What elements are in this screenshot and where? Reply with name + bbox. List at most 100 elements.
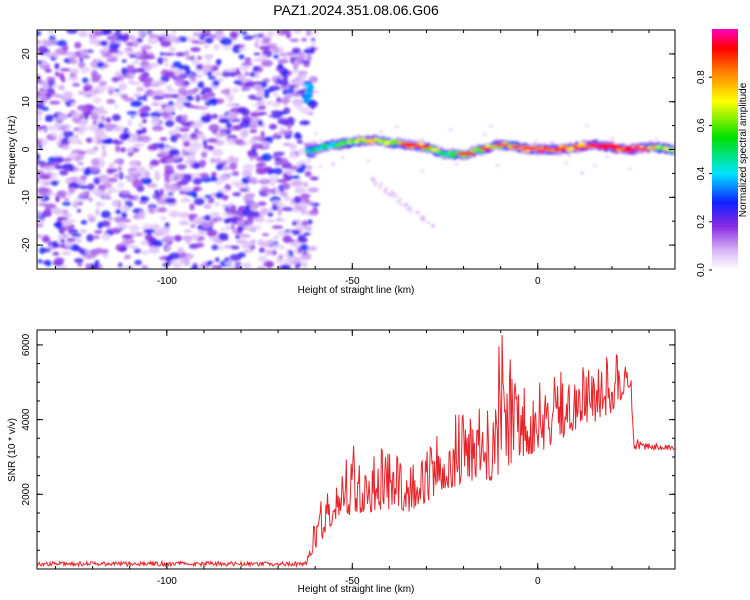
heatmap-cell [243, 35, 254, 41]
heatmap-cell [392, 192, 396, 196]
heatmap-cell [93, 234, 100, 240]
heatmap-cell [273, 235, 280, 240]
heatmap-cell [176, 95, 188, 103]
heatmap-cell [97, 221, 104, 229]
heatmap-cell [223, 218, 236, 223]
heatmap-cell [111, 114, 121, 122]
heatmap-cell [247, 149, 252, 157]
heatmap-cell [295, 103, 303, 111]
heatmap-cell [122, 198, 134, 202]
heatmap-cell [213, 201, 221, 207]
x-tick-label: -50 [345, 576, 360, 587]
heatmap-cell [307, 200, 315, 206]
heatmap-cell [94, 230, 103, 234]
heatmap-cell [78, 61, 86, 69]
heatmap-cell [260, 130, 265, 139]
heatmap-cell [294, 187, 307, 194]
heatmap-cell [551, 147, 568, 151]
heatmap-cell [313, 132, 318, 136]
heatmap-cell [164, 197, 177, 204]
heatmap-cell [79, 49, 90, 53]
heatmap-cell [208, 75, 217, 81]
heatmap-cell [431, 223, 435, 226]
heatmap-cell [183, 229, 193, 233]
heatmap-cell [148, 34, 160, 38]
heatmap-cell [85, 249, 90, 254]
heatmap-cell [290, 175, 300, 180]
heatmap-cell [253, 81, 264, 85]
heatmap-cell [260, 207, 269, 216]
heatmap-cell [138, 108, 147, 114]
heatmap-cell [85, 137, 94, 143]
heatmap-cell [168, 148, 180, 156]
heatmap-cell [221, 159, 230, 164]
heatmap-cell [276, 179, 287, 183]
heatmap-cell [181, 121, 192, 127]
heatmap-cell [163, 181, 170, 188]
heatmap-cell [567, 154, 572, 158]
heatmap-cell [298, 147, 308, 155]
heatmap-cell [420, 137, 425, 141]
heatmap-cell [50, 180, 59, 186]
heatmap-cell [53, 50, 59, 59]
heatmap-cell [414, 210, 419, 213]
heatmap-cell [141, 127, 147, 133]
heatmap-cell [66, 237, 76, 243]
heatmap-cell [311, 40, 317, 47]
heatmap-cell [39, 138, 49, 146]
heatmap-cell [278, 98, 291, 104]
heatmap-cell [251, 143, 262, 150]
heatmap-cell [262, 37, 271, 43]
heatmap-cell [183, 196, 188, 203]
heatmap-cell [230, 87, 240, 94]
heatmap-cell [141, 264, 149, 269]
heatmap-cell [257, 120, 264, 127]
heatmap-cell [426, 221, 430, 224]
heatmap-cell [61, 225, 73, 231]
heatmap-cell [289, 143, 297, 151]
heatmap-cell [249, 129, 258, 134]
heatmap-cell [318, 139, 323, 143]
heatmap-cell [137, 30, 145, 37]
heatmap-cell [56, 190, 67, 197]
heatmap-cell [145, 55, 156, 60]
heatmap-cell [228, 162, 238, 170]
x-tick-label: -100 [157, 276, 177, 287]
heatmap-cell [394, 125, 399, 129]
heatmap-cell [300, 261, 308, 269]
heatmap-cell [37, 187, 49, 194]
heatmap-cell [138, 200, 148, 205]
heatmap-cell [127, 119, 132, 127]
heatmap-cell [59, 170, 69, 176]
heatmap-cell [143, 81, 152, 88]
heatmap-cell [54, 71, 60, 77]
heatmap-cell [91, 73, 102, 81]
heatmap-cell [482, 133, 487, 137]
heatmap-cell [170, 93, 180, 99]
heatmap-cell [580, 171, 585, 175]
heatmap-cell [199, 91, 206, 96]
heatmap-cell [278, 254, 283, 260]
heatmap-cell [74, 41, 82, 49]
heatmap-cell [118, 171, 124, 180]
x-tick-label: -50 [345, 276, 360, 287]
heatmap-cell [37, 60, 42, 65]
heatmap-cell [176, 181, 189, 186]
heatmap-cell [166, 185, 178, 193]
heatmap-cell [159, 52, 165, 56]
heatmap-cell [192, 31, 202, 38]
heatmap-cell [257, 90, 264, 98]
heatmap-cell [216, 59, 222, 65]
heatmap-cell [259, 247, 265, 252]
heatmap-cell [37, 125, 47, 130]
heatmap-cell [150, 159, 160, 167]
heatmap-cell [408, 206, 412, 209]
heatmap-cell [199, 172, 210, 179]
heatmap-cell [257, 161, 267, 168]
heatmap-cell [305, 225, 312, 232]
heatmap-cell [178, 211, 190, 219]
y-tick-label: 10 [21, 96, 32, 108]
heatmap-cell [58, 132, 63, 141]
heatmap-cell [128, 170, 140, 174]
heatmap-cell [275, 218, 286, 222]
